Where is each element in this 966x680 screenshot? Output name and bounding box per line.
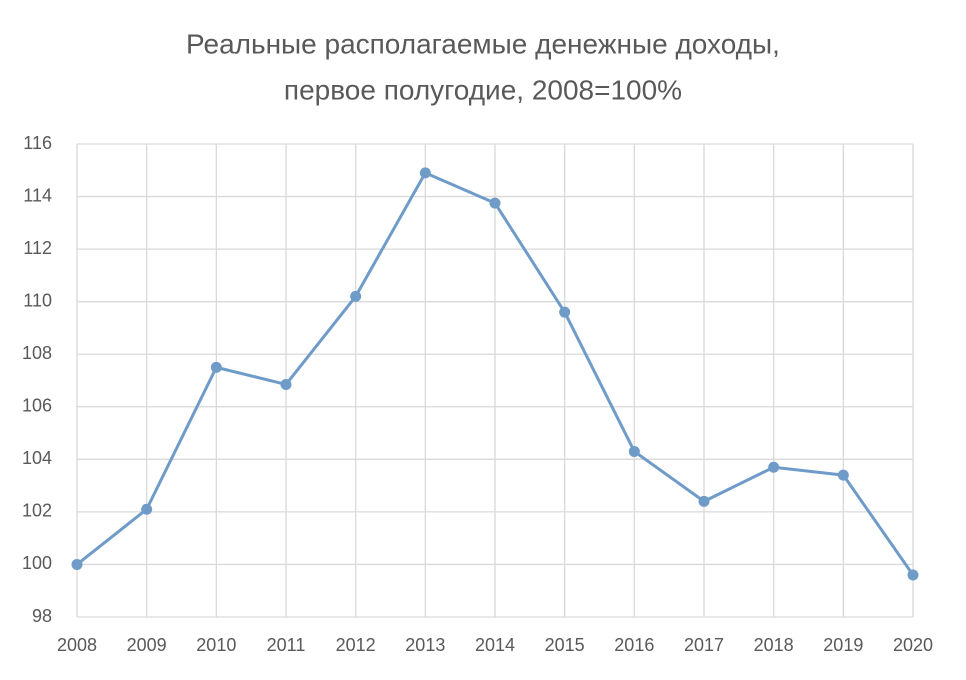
x-tick-label: 2016 bbox=[614, 635, 654, 655]
y-tick-label: 106 bbox=[22, 396, 52, 416]
data-point bbox=[628, 445, 640, 457]
data-point bbox=[768, 461, 780, 473]
data-point bbox=[837, 469, 849, 481]
data-point bbox=[280, 378, 292, 390]
data-point bbox=[71, 558, 83, 570]
y-tick-label: 100 bbox=[22, 553, 52, 573]
x-tick-label: 2013 bbox=[405, 635, 445, 655]
x-tick-label: 2008 bbox=[57, 635, 97, 655]
data-point bbox=[489, 197, 501, 209]
x-tick-label: 2018 bbox=[754, 635, 794, 655]
y-tick-label: 108 bbox=[22, 343, 52, 363]
y-tick-label: 104 bbox=[22, 448, 52, 468]
data-point bbox=[419, 167, 431, 179]
y-tick-label: 98 bbox=[32, 606, 52, 626]
data-point bbox=[210, 361, 222, 373]
data-point bbox=[559, 306, 571, 318]
data-point bbox=[350, 290, 362, 302]
chart-title: первое полугодие, 2008=100% bbox=[284, 74, 682, 105]
x-tick-label: 2015 bbox=[545, 635, 585, 655]
x-tick-label: 2019 bbox=[823, 635, 863, 655]
data-point bbox=[698, 495, 710, 507]
data-point bbox=[141, 503, 153, 515]
x-tick-label: 2010 bbox=[196, 635, 236, 655]
x-tick-label: 2009 bbox=[127, 635, 167, 655]
y-tick-label: 110 bbox=[23, 290, 52, 310]
y-tick-label: 102 bbox=[22, 501, 52, 521]
data-point bbox=[907, 569, 919, 581]
y-tick-label: 116 bbox=[23, 133, 52, 153]
x-tick-label: 2014 bbox=[475, 635, 515, 655]
y-tick-label: 114 bbox=[23, 185, 52, 205]
y-tick-label: 112 bbox=[23, 238, 52, 258]
x-tick-label: 2017 bbox=[684, 635, 724, 655]
x-tick-label: 2011 bbox=[267, 635, 306, 655]
x-tick-label: 2012 bbox=[336, 635, 376, 655]
x-tick-label: 2020 bbox=[893, 635, 933, 655]
chart-title: Реальные располагаемые денежные доходы, bbox=[186, 28, 780, 59]
